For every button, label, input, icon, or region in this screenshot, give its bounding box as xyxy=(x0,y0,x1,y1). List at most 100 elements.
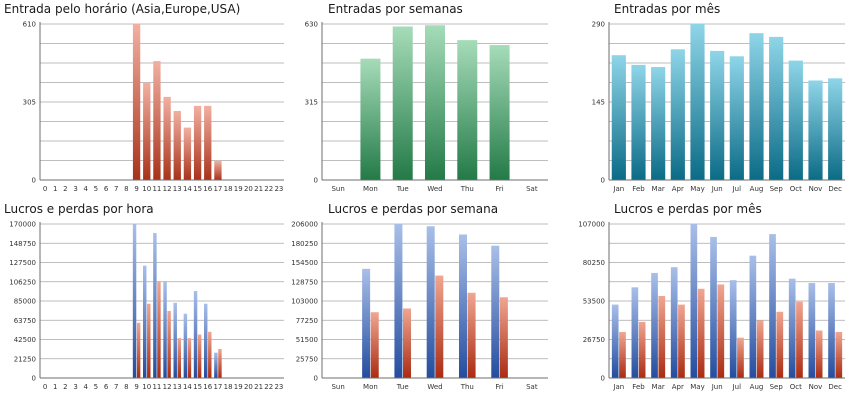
y-tick-label: 180250 xyxy=(291,240,318,248)
bar xyxy=(670,49,685,180)
x-tick-label: 10 xyxy=(142,383,151,391)
bar xyxy=(193,105,202,180)
y-tick-label: 630 xyxy=(305,21,318,29)
bar-loss xyxy=(136,322,141,378)
y-tick-label: 206000 xyxy=(291,221,318,229)
chart-monthly-entries: Entradas por mês 0 145 290 Jan Feb Mar Apr May J… xyxy=(578,2,858,194)
y-tick-label: 85000 xyxy=(14,298,36,306)
bar-profit xyxy=(749,255,757,378)
x-tick-label: 1 xyxy=(53,185,57,193)
x-tick-label: Nov xyxy=(809,185,823,193)
y-tick-label: 0 xyxy=(314,375,318,383)
y-tick-label: 26750 xyxy=(583,336,605,344)
y-tick-label: 127500 xyxy=(9,259,36,267)
chart-title: Entrada pelo horário (Asia,Europe,USA) xyxy=(4,2,241,16)
x-tick-label: 20 xyxy=(244,383,253,391)
x-tick-label: Apr xyxy=(672,383,684,391)
x-tick-label: Jan xyxy=(612,383,624,391)
bar-profit xyxy=(458,234,467,378)
y-tick-label: 610 xyxy=(23,21,36,29)
bar-loss xyxy=(499,297,508,378)
x-tick-label: May xyxy=(690,185,704,193)
chart-weekly-entries: Entradas por semanas 0 315 630 Sun Mon Tue Wed… xyxy=(290,2,560,194)
y-tick-label: 0 xyxy=(601,177,605,185)
bar-loss xyxy=(835,331,843,378)
bar-profit xyxy=(394,224,403,378)
bar-loss xyxy=(197,334,202,378)
bar-profit xyxy=(808,283,816,378)
bar-profit xyxy=(828,283,835,378)
y-tick-label: 145 xyxy=(592,99,605,107)
x-tick-label: Sun xyxy=(331,383,344,391)
y-tick-label: 63750 xyxy=(14,317,36,325)
chart-title: Lucros e perdas por mês xyxy=(614,202,762,216)
bar-loss xyxy=(815,330,823,378)
x-tick-label: Nov xyxy=(809,383,823,391)
chart-plot: 0212504250063750850001062501275001487501… xyxy=(9,221,284,391)
bar xyxy=(828,78,843,180)
x-tick-label: Jul xyxy=(732,185,742,193)
x-tick-label: 14 xyxy=(183,185,192,193)
chart-plot: 0 26750 53500 80250 107000 Jan Feb Mar Apr May Jun… xyxy=(578,221,845,391)
y-tick-label: 0 xyxy=(32,177,36,185)
bar xyxy=(425,25,445,180)
x-tick-label: Jan xyxy=(612,185,624,193)
x-tick-label: Thu xyxy=(460,185,474,193)
x-tick-label: Sat xyxy=(526,383,538,391)
x-tick-label: 15 xyxy=(193,383,202,391)
x-tick-label: 15 xyxy=(193,185,202,193)
y-tick-label: 315 xyxy=(305,99,318,107)
x-tick-label: 23 xyxy=(274,185,283,193)
x-tick-label: 9 xyxy=(134,383,138,391)
bar-profit xyxy=(142,265,147,378)
x-tick-label: 22 xyxy=(264,185,273,193)
bar xyxy=(173,110,181,180)
x-tick-label: 11 xyxy=(152,185,161,193)
x-tick-label: Fri xyxy=(495,383,503,391)
x-tick-label: 0 xyxy=(43,383,47,391)
chart-plot: 0 315 630 Sun Mon Tue Wed Thu Fri Sat xyxy=(305,21,548,193)
x-tick-label: 13 xyxy=(173,185,182,193)
bar xyxy=(214,160,222,180)
bar-profit xyxy=(651,272,658,378)
x-tick-label: 19 xyxy=(234,383,243,391)
bar-loss xyxy=(467,292,476,378)
bar-loss xyxy=(435,275,444,378)
y-tick-label: 53500 xyxy=(583,298,605,306)
x-tick-label: 12 xyxy=(163,185,172,193)
x-tick-label: Dec xyxy=(828,185,842,193)
x-tick-label: 12 xyxy=(163,383,172,391)
x-tick-label: 21 xyxy=(254,383,263,391)
chart-monthly-pnl: Lucros e perdas por mês 0 26750 53500 80250… xyxy=(578,202,858,398)
bar xyxy=(457,40,478,180)
x-tick-label: Jun xyxy=(711,185,723,193)
chart-title: Entradas por mês xyxy=(614,2,721,16)
x-tick-label: 20 xyxy=(244,185,253,193)
bar-profit xyxy=(362,268,371,378)
bar xyxy=(204,105,212,180)
x-tick-label: Jul xyxy=(732,383,742,391)
bar-profit xyxy=(611,304,619,378)
bar xyxy=(651,67,666,180)
bar-profit xyxy=(153,233,157,378)
bar xyxy=(769,36,784,181)
bar-loss xyxy=(167,310,171,378)
x-tick-label: 6 xyxy=(104,383,109,391)
x-tick-label: Feb xyxy=(632,383,645,391)
bar xyxy=(710,50,725,181)
bar-profit xyxy=(132,224,137,378)
x-tick-label: 16 xyxy=(203,185,212,193)
chart-title: Lucros e perdas por hora xyxy=(4,202,154,216)
bar-profit xyxy=(173,302,177,378)
bar-profit xyxy=(769,234,776,378)
x-tick-label: 14 xyxy=(183,383,192,391)
bar xyxy=(611,55,626,181)
x-tick-label: Sep xyxy=(770,383,784,391)
y-tick-label: 77250 xyxy=(296,317,318,325)
y-tick-label: 0 xyxy=(601,375,605,383)
y-tick-label: 305 xyxy=(23,99,36,107)
bar xyxy=(729,56,744,180)
x-tick-label: May xyxy=(690,383,704,391)
x-tick-label: Sun xyxy=(331,185,344,193)
